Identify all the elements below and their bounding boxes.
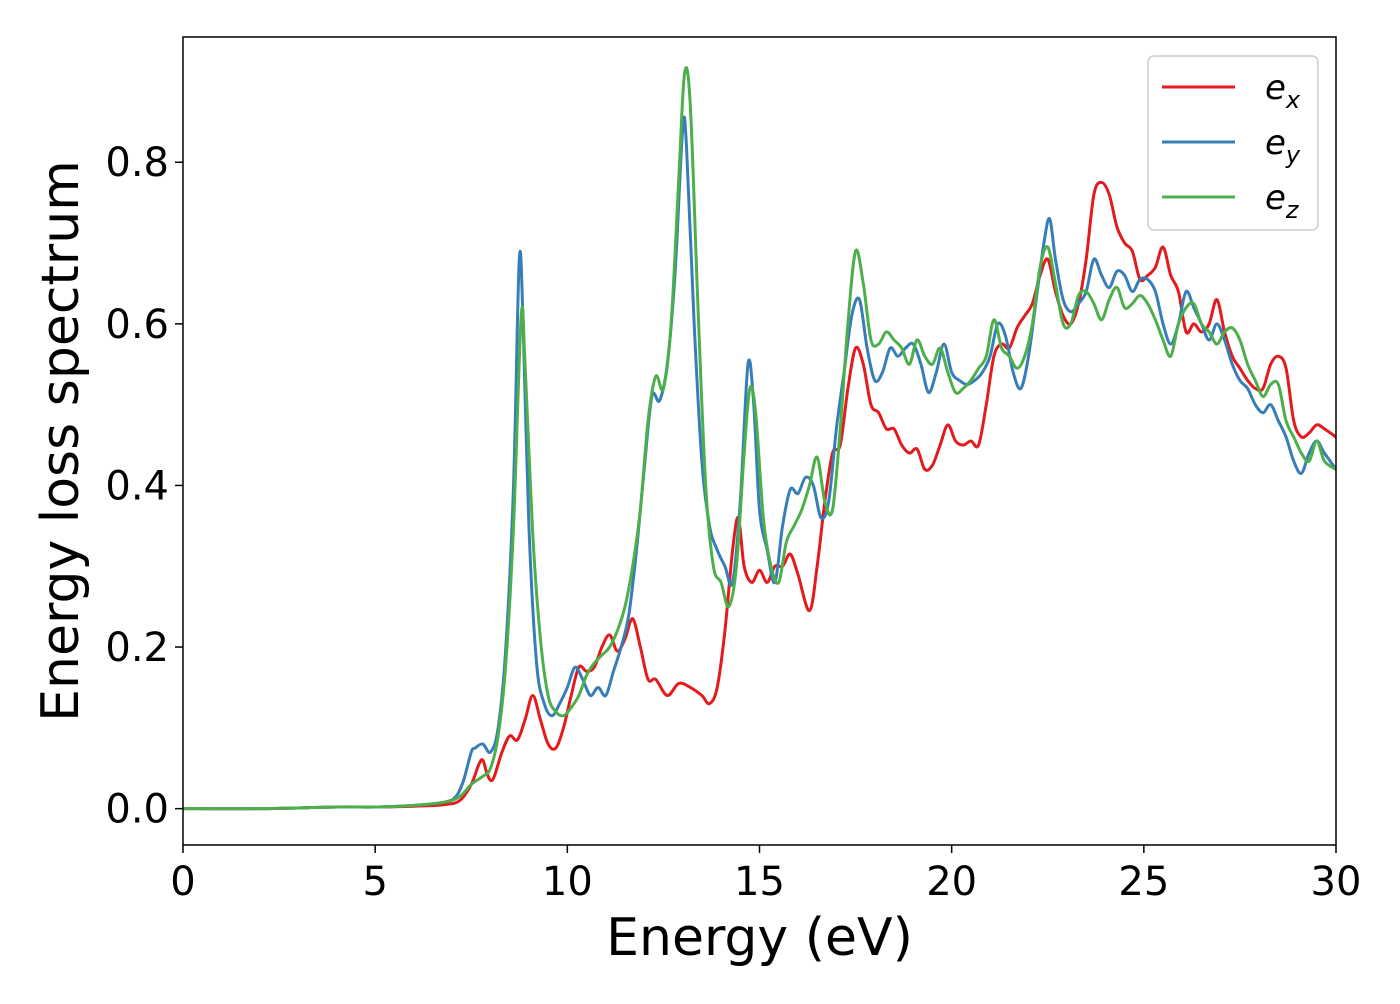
x-tick-label: 25 <box>1118 859 1169 905</box>
series-line-z <box>183 66 1336 811</box>
series-line-x <box>183 180 1336 811</box>
y-axis: 0.0 0.2 0.4 0.6 0.8 <box>105 140 183 833</box>
y-tick-label: 0.8 <box>105 140 169 186</box>
x-tick-label: 5 <box>362 859 387 905</box>
legend: ex ey ez <box>1147 55 1319 231</box>
y-tick-label: 0.4 <box>105 463 169 509</box>
x-axis-title: Energy (eV) <box>606 908 913 968</box>
x-tick-label: 30 <box>1311 859 1362 905</box>
legend-label-y: ey <box>1265 123 1301 169</box>
y-tick-label: 0.6 <box>105 302 169 348</box>
y-axis-title: Energy loss spectrum <box>31 160 91 722</box>
x-tick-label: 20 <box>926 859 977 905</box>
y-tick-label: 0.2 <box>105 625 169 671</box>
x-tick-label: 15 <box>734 859 785 905</box>
x-tick-label: 10 <box>542 859 593 905</box>
y-tick-label: 0.0 <box>105 787 169 833</box>
legend-label-x: ex <box>1265 68 1301 114</box>
series-layer <box>183 66 1336 811</box>
series-line-y <box>183 115 1336 811</box>
x-tick-label: 0 <box>170 859 195 905</box>
legend-label-z: ez <box>1265 178 1300 224</box>
x-axis: 0 5 10 15 20 25 30 <box>170 845 1361 905</box>
